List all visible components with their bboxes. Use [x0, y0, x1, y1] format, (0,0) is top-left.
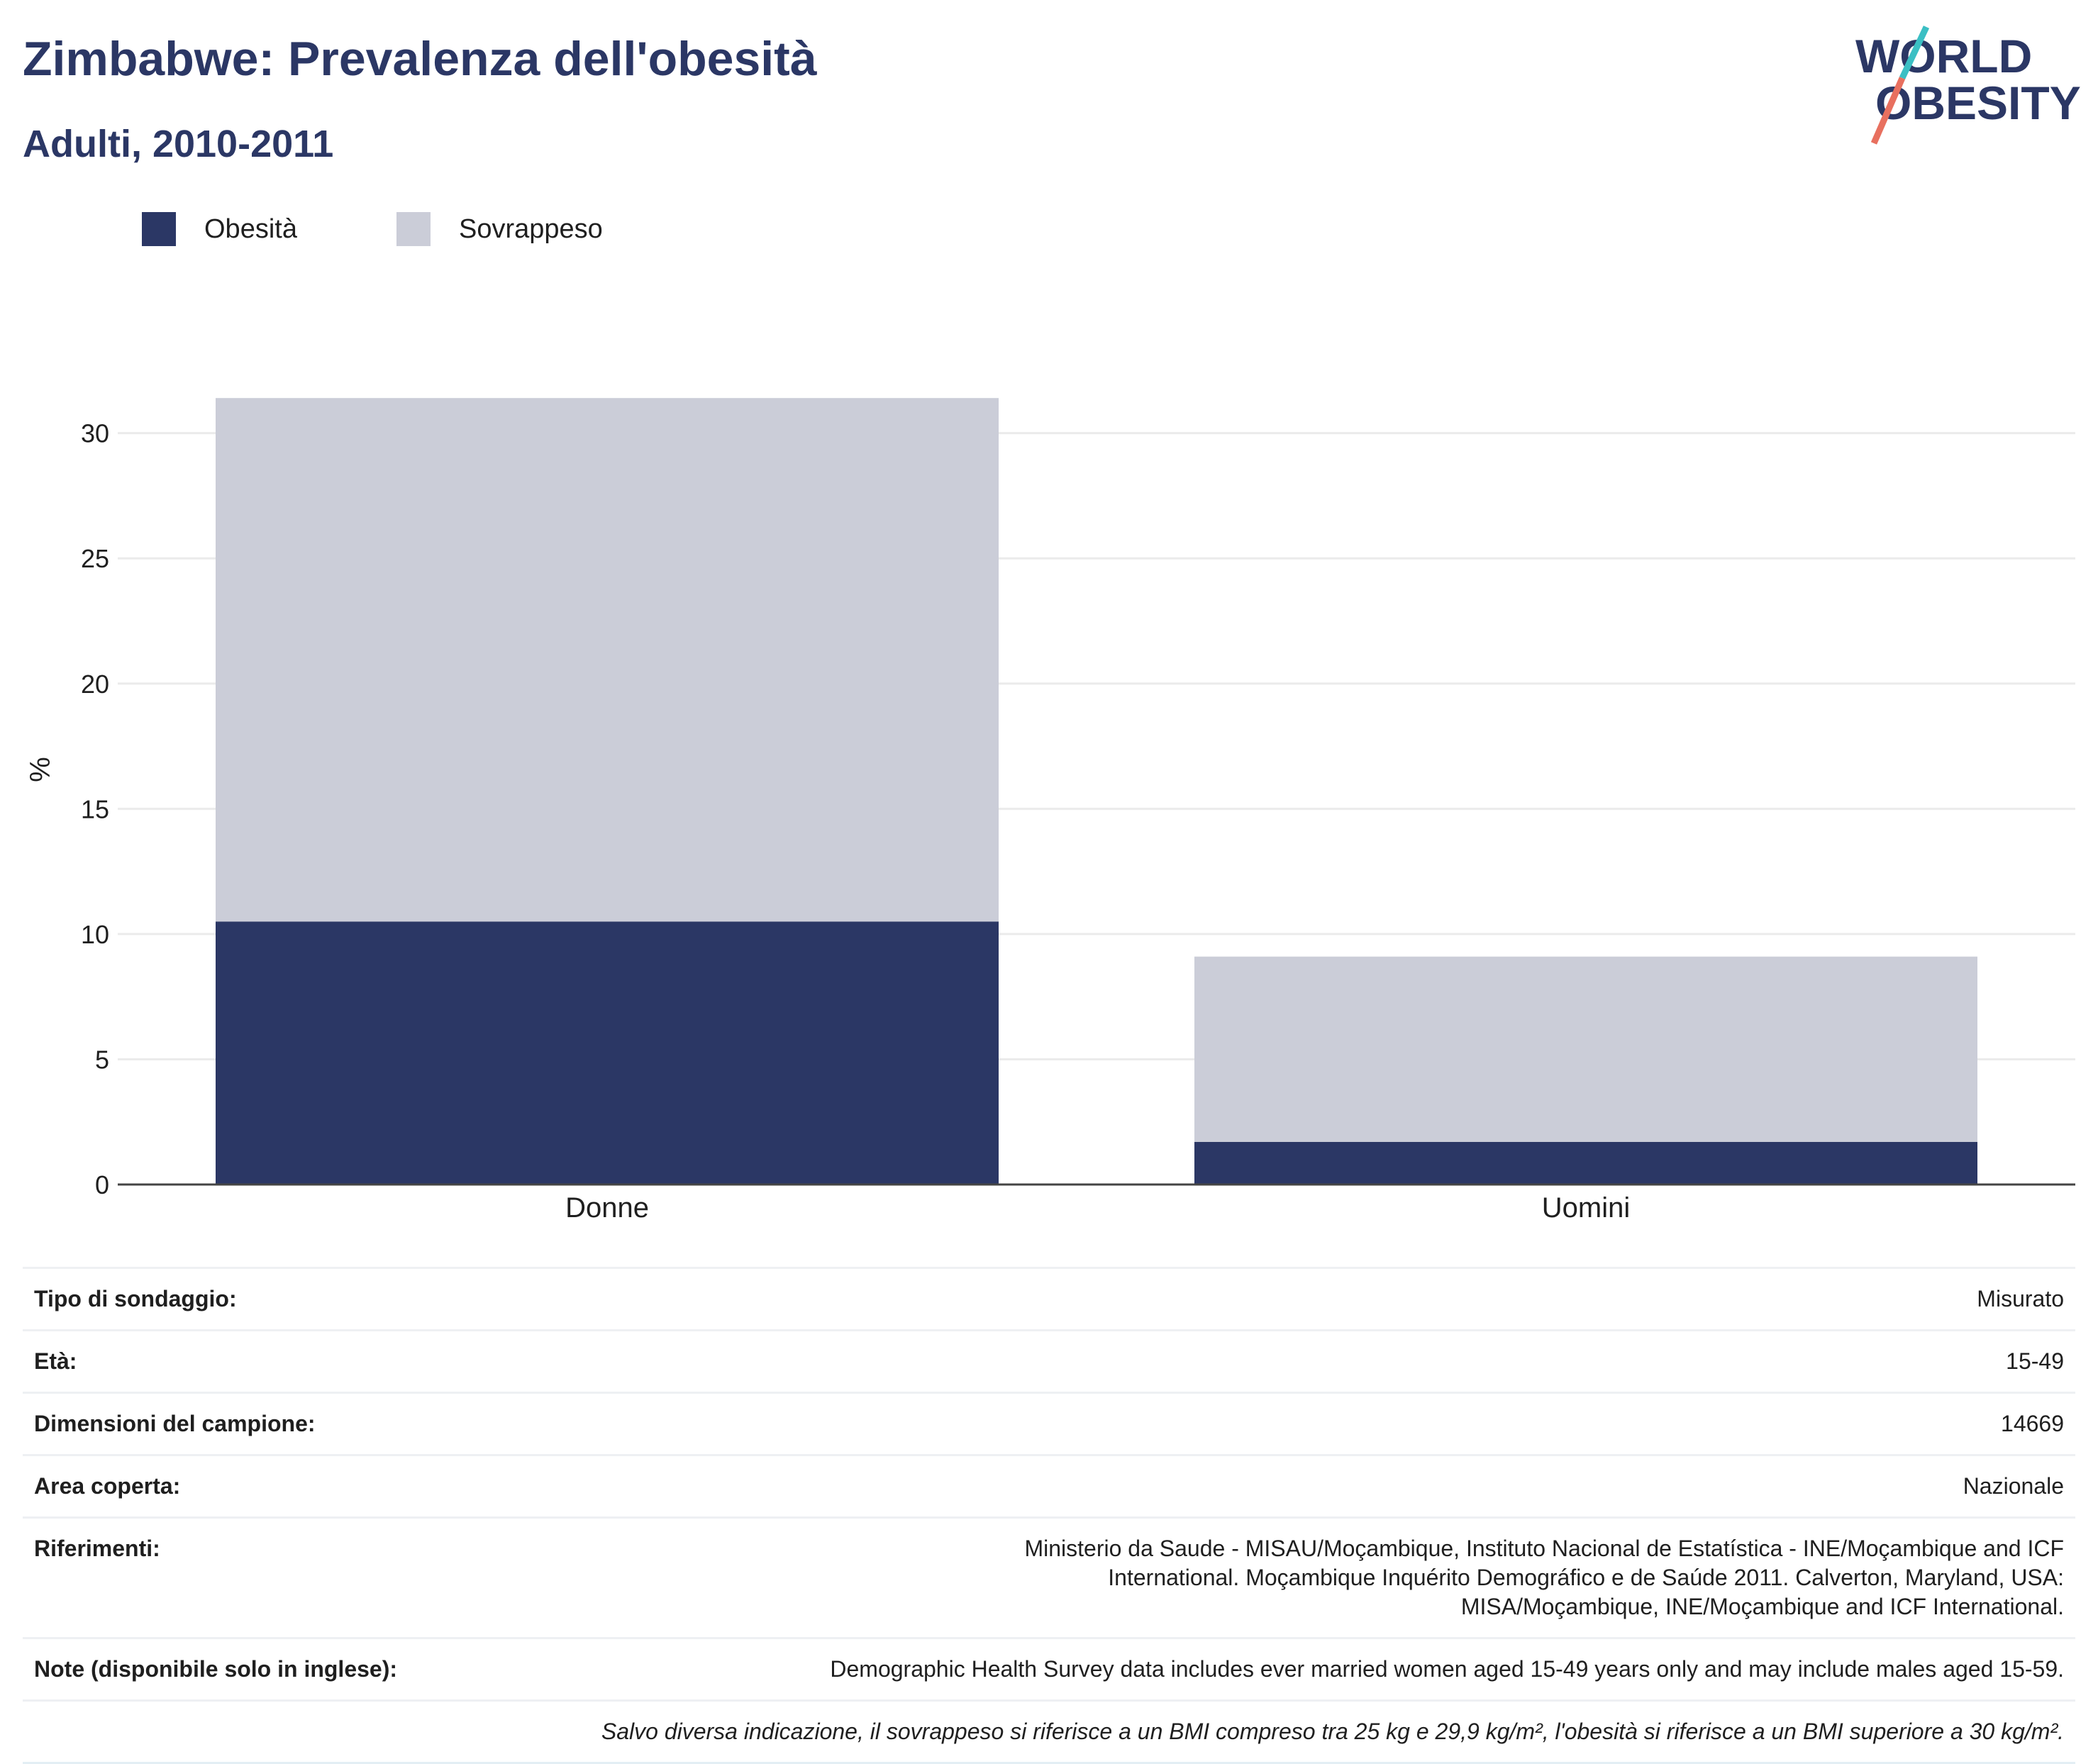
world-obesity-logo: WORLD OBESITY — [1855, 26, 2081, 145]
info-value: Ministerio da Saude - MISAU/Moçambique, … — [409, 1516, 2075, 1638]
logo-slash-bottom — [1870, 77, 1906, 145]
info-label: Area coperta: — [23, 1454, 409, 1518]
info-row: Dimensioni del campione: 14669 — [23, 1392, 2075, 1455]
y-tick-label: 15 — [81, 794, 109, 823]
chart-subtitle: Adulti, 2010-2011 — [23, 123, 334, 165]
survey-info-table: Tipo di sondaggio: Misurato Età: 15-49 Dimen… — [23, 1267, 2075, 1764]
bars — [216, 398, 1977, 1185]
legend-swatch-overweight — [396, 212, 431, 246]
footnote: Salvo diversa indicazione, il sovrappeso… — [23, 1699, 2075, 1764]
info-row: Riferimenti: Ministerio da Saude - MISAU/… — [23, 1516, 2075, 1638]
bar-overweight-0[interactable] — [216, 398, 999, 922]
info-row: Area coperta: Nazionale — [23, 1454, 2075, 1518]
info-row: Età: 15-49 — [23, 1329, 2075, 1393]
axes: 0 5 10 15 20 25 30% Donne Uomini — [25, 419, 2075, 1224]
info-label: Tipo di sondaggio: — [23, 1267, 409, 1331]
info-value: 15-49 — [409, 1329, 2075, 1393]
y-tick-label: 25 — [81, 544, 109, 573]
y-tick-label: 10 — [81, 920, 109, 949]
info-label: Note (disponibile solo in inglese): — [23, 1637, 409, 1701]
info-label: Dimensioni del campione: — [23, 1392, 409, 1455]
legend-swatch-obesity — [142, 212, 176, 246]
y-tick-label: 20 — [81, 670, 109, 699]
legend-label-overweight: Sovrappeso — [458, 213, 603, 244]
info-value: Misurato — [409, 1267, 2075, 1331]
y-tick-label: 0 — [95, 1170, 109, 1199]
y-tick-label: 5 — [95, 1045, 109, 1074]
info-value: 14669 — [409, 1392, 2075, 1455]
info-row: Tipo di sondaggio: Misurato — [23, 1267, 2075, 1331]
stacked-bar-chart: 0 5 10 15 20 25 30% Donne Uomini — [25, 398, 2075, 1224]
legend-label-obesity: Obesità — [204, 213, 297, 244]
chart-title: Zimbabwe: Prevalenza dell'obesità — [23, 32, 817, 86]
y-axis-label: % — [25, 757, 56, 782]
logo-line2: OBESITY — [1875, 77, 2081, 129]
info-value: Nazionale — [409, 1454, 2075, 1518]
x-tick-label: Uomini — [1542, 1192, 1630, 1224]
legend-item-overweight[interactable]: Sovrappeso — [396, 212, 603, 246]
legend: Obesità Sovrappeso — [142, 211, 702, 247]
y-tick-label: 30 — [81, 419, 109, 448]
logo-line1: WORLD — [1855, 30, 2032, 82]
info-row: Note (disponibile solo in inglese): Demog… — [23, 1637, 2075, 1701]
bar-obesity-0[interactable] — [216, 921, 999, 1185]
info-label: Età: — [23, 1329, 409, 1393]
footnote-row: Salvo diversa indicazione, il sovrappeso… — [23, 1699, 2075, 1764]
bar-overweight-1[interactable] — [1194, 956, 1977, 1142]
logo-slash-top — [1899, 26, 1930, 79]
info-label: Riferimenti: — [23, 1516, 409, 1638]
x-tick-label: Donne — [565, 1192, 649, 1224]
bar-obesity-1[interactable] — [1194, 1141, 1977, 1185]
info-value: Demographic Health Survey data includes … — [409, 1637, 2075, 1701]
legend-item-obesity[interactable]: Obesità — [142, 212, 297, 246]
